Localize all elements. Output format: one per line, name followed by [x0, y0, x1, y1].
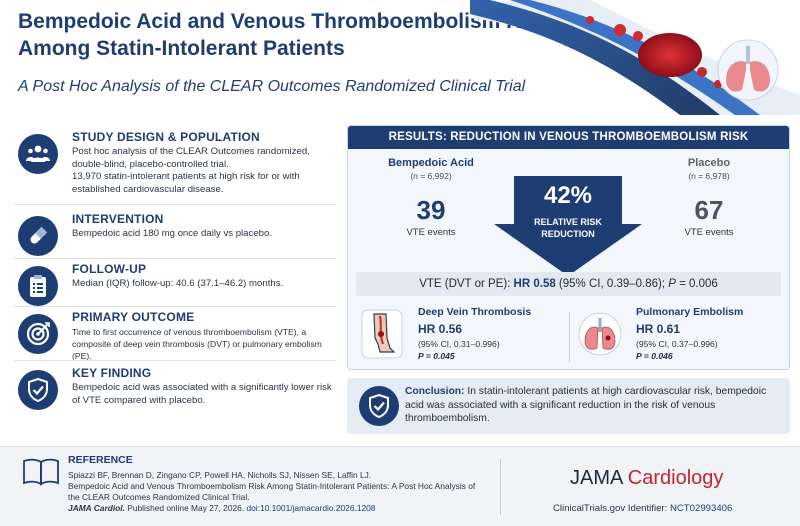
divider [14, 258, 336, 259]
reference-article: Bempedoic Acid and Venous Thromboembolis… [68, 481, 476, 502]
pill-capsule-icon [18, 216, 58, 256]
section-intervention: INTERVENTION Bempedoic acid 180 mg once … [14, 212, 336, 256]
section-primary-outcome: PRIMARY OUTCOME Time to first occurrence… [14, 310, 336, 362]
divider [14, 360, 336, 361]
arm-n: (n = 6,992) [410, 171, 452, 181]
leg-vein-icon [361, 309, 403, 359]
people-group-icon [18, 134, 58, 174]
rrr-value: 42% [543, 182, 593, 209]
section-heading: INTERVENTION [72, 212, 164, 226]
divider [569, 312, 570, 362]
pe-title: Pulmonary Embolism [636, 306, 744, 318]
page-title: Bempedoic Acid and Venous Thromboembolis… [18, 10, 551, 60]
dvt-title: Deep Vein Thrombosis [418, 306, 532, 318]
arm-n: (n = 6,978) [688, 171, 730, 181]
divider [14, 306, 336, 307]
trial-id-link[interactable]: NCT02993406 [669, 503, 733, 514]
dvt-ci: (95% CI, 0.31–0.996) [418, 339, 500, 349]
section-key-finding: KEY FINDING Bempedoic acid was associate… [14, 366, 336, 410]
arm-events-count: 67 [694, 195, 724, 225]
section-heading: PRIMARY OUTCOME [72, 310, 195, 324]
open-book-icon [23, 458, 59, 486]
section-text: Median (IQR) follow-up: 40.6 (37.1–46.2)… [72, 278, 284, 289]
footer: REFERENCE Spiazzi BF, Brennan D, Zingano… [0, 446, 800, 526]
reference-citation: JAMA Cardiol. Published online May 27, 2… [68, 503, 376, 513]
bempedoic-arm: Bempedoic Acid (n = 6,992) 39 VTE events [366, 157, 496, 238]
arm-name: Placebo [687, 157, 731, 169]
header: Bempedoic Acid and Venous Thromboembolis… [0, 0, 800, 115]
conclusion-text: Conclusion: In statin-intolerant patient… [405, 386, 767, 424]
arm-name: Bempedoic Acid [388, 157, 474, 169]
section-text: 13,970 statin-intolerant patients at hig… [72, 171, 300, 195]
section-heading: FOLLOW-UP [72, 262, 147, 276]
lungs-icon [578, 312, 622, 356]
clipboard-checklist-icon [18, 266, 58, 306]
section-follow-up: FOLLOW-UP Median (IQR) follow-up: 40.6 (… [14, 262, 336, 306]
study-overview-panel: STUDY DESIGN & POPULATION Post hoc analy… [14, 124, 336, 432]
rrr-label: RELATIVE RISK REDUCTION [534, 217, 602, 239]
blood-vessel-lungs-illustration [470, 0, 800, 115]
arm-events-count: 39 [416, 195, 446, 225]
results-panel: RESULTS: REDUCTION IN VENOUS THROMBOEMBO… [347, 125, 790, 370]
section-text: Post hoc analysis of the CLEAR Outcomes … [72, 146, 310, 170]
dvt-result: Deep Vein Thrombosis HR 0.56 (95% CI, 0.… [360, 306, 570, 366]
pe-ci: (95% CI, 0.37–0.996) [636, 339, 718, 349]
reference-authors: Spiazzi BF, Brennan D, Zingano CP, Powel… [68, 470, 372, 480]
trial-identifier: ClinicalTrials.gov Identifier: NCT029934… [553, 503, 733, 514]
divider [14, 204, 336, 205]
section-text: Bempedoic acid was associated with a sig… [72, 382, 332, 406]
arm-events-label: VTE events [406, 227, 456, 238]
pe-result: Pulmonary Embolism HR 0.61 (95% CI, 0.37… [578, 306, 788, 366]
section-heading: KEY FINDING [72, 366, 152, 380]
pe-hr: HR 0.61 [636, 322, 681, 336]
shield-check-icon [18, 370, 58, 410]
section-heading: STUDY DESIGN & POPULATION [72, 130, 260, 144]
page-subtitle: A Post Hoc Analysis of the CLEAR Outcome… [18, 78, 526, 95]
journal-logo: JAMA Cardiology [570, 467, 724, 489]
results-header: RESULTS: REDUCTION IN VENOUS THROMBOEMBO… [348, 126, 789, 149]
target-icon [18, 314, 58, 354]
doi-link[interactable]: doi:10.1001/jamacardio.2026.1208 [246, 503, 376, 513]
placebo-arm: Placebo (n = 6,978) 67 VTE events [644, 157, 774, 238]
section-text: Time to first occurrence of venous throm… [72, 327, 322, 361]
dvt-hr: HR 0.56 [418, 322, 463, 336]
reference-block: REFERENCE Spiazzi BF, Brennan D, Zingano… [68, 454, 488, 514]
relative-risk-reduction-arrow: 42% RELATIVE RISK REDUCTION [494, 176, 642, 276]
vte-hazard-ratio: VTE (DVT or PE): HR 0.58 (95% CI, 0.39–0… [356, 272, 781, 296]
section-study-design: STUDY DESIGN & POPULATION Post hoc analy… [14, 130, 336, 196]
arm-events-label: VTE events [684, 227, 734, 238]
reference-heading: REFERENCE [68, 454, 133, 466]
shield-check-icon [359, 386, 399, 426]
dvt-p: P = 0.045 [418, 351, 455, 361]
pe-p: P = 0.046 [636, 351, 673, 361]
section-text: Bempedoic acid 180 mg once daily vs plac… [72, 228, 272, 239]
conclusion-box: Conclusion: In statin-intolerant patient… [347, 378, 790, 434]
divider [500, 459, 501, 515]
